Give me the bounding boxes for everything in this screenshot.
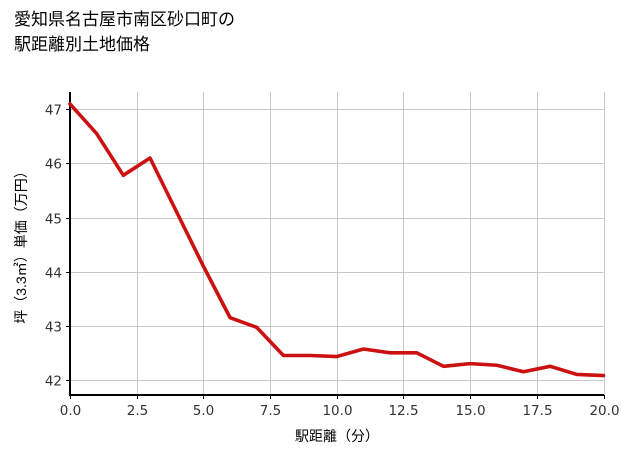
y-axis-title: 坪（3.3㎡）単価（万円）: [13, 164, 29, 323]
y-tick-label: 43: [45, 320, 62, 336]
x-tick-label: 7.5: [260, 403, 281, 419]
x-tick-label: 20.0: [589, 403, 619, 419]
data-series-line: [68, 102, 606, 378]
x-tick-label: 10.0: [322, 403, 352, 419]
y-tick-labels-group: 42 43 44 45 46 47: [45, 103, 62, 390]
x-tick-label: 15.0: [455, 403, 485, 419]
gridlines-group: [70, 92, 605, 395]
y-tick-label: 47: [45, 103, 62, 119]
x-tick-label: 12.5: [388, 403, 418, 419]
x-tick-label: 0.0: [60, 403, 81, 419]
axis-spines-group: [68, 92, 604, 397]
chart-title: 愛知県名古屋市南区砂口町の 駅距離別土地価格: [14, 10, 235, 54]
x-axis-title: 駅距離（分）: [295, 428, 379, 444]
y-tick-label: 45: [45, 212, 62, 228]
x-tick-label: 2.5: [127, 403, 148, 419]
x-tick-label: 17.5: [522, 403, 552, 419]
x-tick-label: 5.0: [193, 403, 214, 419]
y-tick-label: 44: [45, 266, 62, 282]
y-tick-label: 46: [45, 157, 62, 173]
x-tick-labels-group: 0.0 2.5 5.0 7.5 10.0 12.5 15.0 17.5 20.0: [60, 403, 620, 419]
y-tick-label: 42: [45, 374, 62, 390]
